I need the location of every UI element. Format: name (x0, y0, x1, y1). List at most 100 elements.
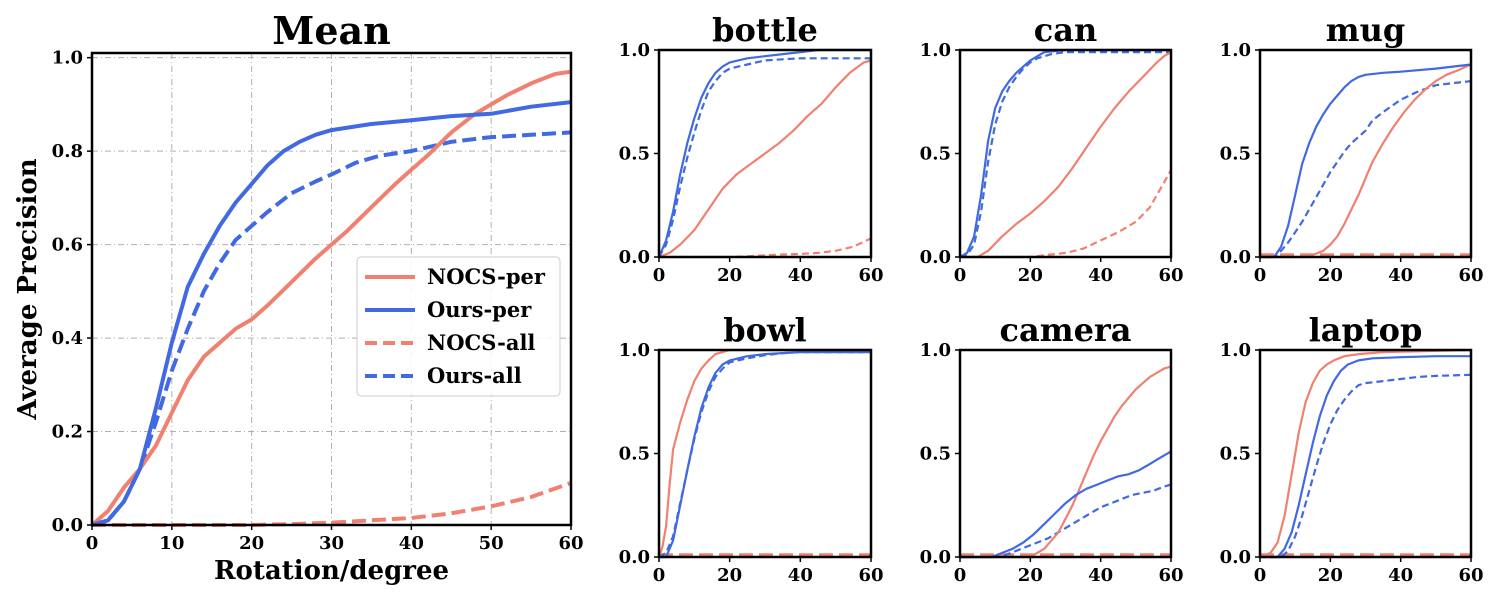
x-tick-label: 20 (239, 533, 264, 554)
x-tick-label: 60 (1458, 265, 1483, 286)
y-tick-label: 0.5 (1220, 444, 1251, 465)
x-tick-label: 50 (479, 533, 504, 554)
series-line-ours-per (959, 48, 1171, 258)
chart-title: Mean (272, 8, 391, 53)
x-tick-label: 40 (1088, 565, 1113, 586)
x-tick-label: 60 (1458, 565, 1483, 586)
y-tick-label: 0.0 (920, 247, 951, 268)
chart-title: laptop (1309, 311, 1423, 349)
x-tick-label: 60 (558, 533, 583, 554)
x-tick-label: 20 (717, 565, 742, 586)
y-tick-label: 0.5 (619, 144, 650, 165)
series-line-nocs-per (960, 51, 1172, 259)
y-tick-label: 0.0 (52, 515, 83, 536)
x-tick-label: 40 (1388, 565, 1413, 586)
series-line-ours-per (91, 100, 572, 527)
series-line-nocs-all (960, 169, 1172, 259)
series-line-nocs-per (657, 348, 871, 558)
axes-frame (958, 348, 1173, 559)
x-tick-label: 0 (1254, 565, 1267, 586)
series-line-ours-per (960, 450, 1172, 559)
series-line-ours-all (960, 483, 1172, 559)
chart-title: bowl (723, 311, 806, 349)
series-line-ours-all (1260, 373, 1472, 559)
y-tick-label: 0.0 (1220, 247, 1251, 268)
y-tick-label: 0.0 (1220, 547, 1251, 568)
x-tick-label: 60 (1158, 565, 1183, 586)
chart-can: can 0 20 40 60 0.0 0.5 1.0 (920, 11, 1184, 286)
x-tick-label: 40 (788, 265, 813, 286)
y-tick-label: 0.0 (920, 547, 951, 568)
series-line-ours-per (659, 351, 871, 559)
series-line-nocs-all (659, 237, 872, 259)
series-line-nocs-per (1259, 348, 1472, 559)
y-tick-label: 0.5 (920, 444, 951, 465)
x-tick-label: 0 (954, 565, 967, 586)
y-tick-label: 0.6 (52, 235, 83, 256)
y-tick-label: 0.4 (52, 328, 83, 349)
x-tick-label: 20 (1018, 265, 1043, 286)
y-axis-label: Average Precision (13, 158, 43, 420)
x-tick-label: 0 (86, 533, 99, 554)
chart-title: can (1034, 11, 1097, 49)
y-tick-label: 0.5 (619, 444, 650, 465)
legend-label: Ours-per (427, 297, 532, 322)
chart-mug: mug 0 20 40 60 0.0 0.5 1.0 (1220, 11, 1484, 286)
series-line-ours-per (1260, 355, 1471, 559)
y-tick-label: 0.0 (619, 547, 650, 568)
y-tick-label: 1.0 (619, 40, 650, 61)
x-tick-label: 20 (717, 265, 742, 286)
y-tick-label: 1.0 (920, 340, 951, 361)
y-tick-label: 0.2 (52, 422, 83, 443)
x-tick-label: 10 (159, 533, 184, 554)
series-line-ours-all (658, 57, 871, 258)
chart-mean: Mean 0 10 20 30 40 50 60 0.0 0.2 0.4 0.6 0.8 1.0 Rotat… (13, 8, 584, 586)
y-tick-label: 0.5 (1220, 144, 1251, 165)
chart-bowl: bowl 0 20 40 60 0.0 0.5 1.0 (619, 311, 884, 586)
chart-bottle: bottle 0 20 40 60 0.0 0.5 1.0 (619, 11, 884, 286)
chart-title: camera (999, 311, 1131, 349)
chart-laptop: laptop 0 20 40 60 0.0 0.5 1.0 (1220, 311, 1484, 586)
x-tick-label: 20 (1018, 565, 1043, 586)
axes-frame (1258, 48, 1473, 259)
series-line-nocs-per (960, 365, 1172, 559)
chart-camera: camera 0 20 40 60 0.0 0.5 1.0 (920, 311, 1184, 586)
series-line-nocs-per (90, 69, 572, 527)
series-line-ours-all (959, 50, 1171, 259)
y-tick-label: 0.5 (920, 144, 951, 165)
series-line-ours-per (1260, 63, 1472, 259)
y-tick-label: 0.8 (52, 141, 83, 162)
y-tick-label: 1.0 (619, 340, 650, 361)
series-line-nocs-per (658, 59, 872, 259)
x-tick-label: 0 (653, 565, 666, 586)
x-tick-label: 20 (1318, 265, 1343, 286)
series-line-nocs-all (92, 481, 572, 527)
x-tick-label: 60 (1158, 265, 1183, 286)
x-tick-label: 60 (858, 265, 883, 286)
chart-title: bottle (712, 11, 818, 49)
y-tick-label: 1.0 (52, 48, 83, 69)
series-line-nocs-per (1260, 63, 1472, 259)
series-line-ours-per (657, 48, 871, 258)
x-tick-label: 30 (319, 533, 344, 554)
x-tick-label: 40 (788, 565, 813, 586)
y-tick-label: 1.0 (1220, 40, 1251, 61)
legend-box (356, 256, 561, 397)
y-tick-label: 0.0 (619, 247, 650, 268)
axes-frame (1258, 348, 1473, 559)
x-axis-label: Rotation/degree (214, 556, 449, 586)
legend-label: NOCS-all (427, 330, 535, 355)
x-tick-label: 40 (399, 533, 424, 554)
x-tick-label: 60 (858, 565, 883, 586)
x-tick-label: 0 (653, 265, 666, 286)
series-line-ours-all (1260, 80, 1472, 259)
x-tick-label: 0 (954, 265, 967, 286)
legend-label: NOCS-per (427, 264, 546, 289)
x-tick-label: 0 (1254, 265, 1267, 286)
chart-title: mug (1326, 11, 1406, 49)
y-tick-label: 1.0 (920, 40, 951, 61)
legend: NOCS-per Ours-per NOCS-all Ours-all (356, 256, 561, 397)
x-tick-label: 40 (1088, 265, 1113, 286)
legend-label: Ours-all (427, 363, 522, 388)
